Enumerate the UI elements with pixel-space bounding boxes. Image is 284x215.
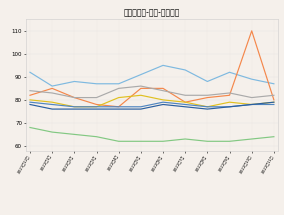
政务片区 <box>95 83 98 85</box>
Line: 东城片区: 东城片区 <box>30 86 274 98</box>
东城片区 <box>28 89 32 92</box>
经开片区 <box>161 101 165 103</box>
经开片区 <box>28 101 32 103</box>
政务片区 <box>117 83 120 85</box>
经开片区 <box>139 106 143 108</box>
汴北片区 <box>73 108 76 110</box>
西城片区 <box>117 96 120 99</box>
宿马园区 <box>28 126 32 129</box>
政务片区 <box>228 71 231 74</box>
老城片区 <box>95 103 98 106</box>
Line: 政务片区: 政务片区 <box>30 65 274 86</box>
西城片区 <box>183 101 187 103</box>
Title: 宿州主城区-住宅-房价走势: 宿州主城区-住宅-房价走势 <box>124 8 180 17</box>
经开片区 <box>117 106 120 108</box>
Line: 西城片区: 西城片区 <box>30 95 274 107</box>
Line: 汴北片区: 汴北片区 <box>30 102 274 109</box>
宿马园区 <box>250 138 253 140</box>
西城片区 <box>272 101 275 103</box>
政务片区 <box>183 69 187 71</box>
政务片区 <box>272 83 275 85</box>
政务片区 <box>51 85 54 87</box>
宿马园区 <box>139 140 143 143</box>
西城片区 <box>28 99 32 101</box>
宿马园区 <box>73 133 76 136</box>
汴北片区 <box>206 108 209 110</box>
东城片区 <box>73 96 76 99</box>
经开片区 <box>250 103 253 106</box>
Line: 经开片区: 经开片区 <box>30 102 274 107</box>
汴北片区 <box>161 103 165 106</box>
宿马园区 <box>117 140 120 143</box>
汴北片区 <box>183 106 187 108</box>
汴北片区 <box>95 108 98 110</box>
西城片区 <box>95 106 98 108</box>
西城片区 <box>228 101 231 103</box>
政务片区 <box>161 64 165 67</box>
东城片区 <box>228 92 231 94</box>
老城片区 <box>28 94 32 97</box>
西城片区 <box>161 99 165 101</box>
宿马园区 <box>161 140 165 143</box>
老城片区 <box>272 99 275 101</box>
东城片区 <box>161 89 165 92</box>
经开片区 <box>272 103 275 106</box>
宿马园区 <box>51 131 54 133</box>
老城片区 <box>250 30 253 32</box>
政务片区 <box>206 80 209 83</box>
宿马园区 <box>228 140 231 143</box>
东城片区 <box>51 92 54 94</box>
东城片区 <box>95 96 98 99</box>
政务片区 <box>139 73 143 76</box>
老城片区 <box>206 96 209 99</box>
东城片区 <box>206 94 209 97</box>
汴北片区 <box>117 108 120 110</box>
老城片区 <box>117 106 120 108</box>
宿马园区 <box>95 135 98 138</box>
宿马园区 <box>206 140 209 143</box>
东城片区 <box>183 94 187 97</box>
老城片区 <box>51 87 54 90</box>
西城片区 <box>51 101 54 103</box>
经开片区 <box>95 106 98 108</box>
经开片区 <box>228 106 231 108</box>
汴北片区 <box>250 103 253 106</box>
东城片区 <box>272 94 275 97</box>
经开片区 <box>73 106 76 108</box>
老城片区 <box>161 87 165 90</box>
汴北片区 <box>28 103 32 106</box>
东城片区 <box>250 96 253 99</box>
政务片区 <box>250 78 253 80</box>
经开片区 <box>206 106 209 108</box>
政务片区 <box>28 71 32 74</box>
东城片区 <box>117 87 120 90</box>
西城片区 <box>250 103 253 106</box>
汴北片区 <box>272 101 275 103</box>
宿马园区 <box>183 138 187 140</box>
Line: 宿马园区: 宿马园区 <box>30 127 274 141</box>
经开片区 <box>51 103 54 106</box>
老城片区 <box>228 94 231 97</box>
Line: 老城片区: 老城片区 <box>30 31 274 107</box>
老城片区 <box>139 87 143 90</box>
西城片区 <box>139 94 143 97</box>
东城片区 <box>139 85 143 87</box>
经开片区 <box>183 103 187 106</box>
老城片区 <box>183 101 187 103</box>
汴北片区 <box>228 106 231 108</box>
宿马园区 <box>272 135 275 138</box>
西城片区 <box>206 106 209 108</box>
汴北片区 <box>139 108 143 110</box>
政务片区 <box>73 80 76 83</box>
汴北片区 <box>51 108 54 110</box>
老城片区 <box>73 96 76 99</box>
西城片区 <box>73 106 76 108</box>
